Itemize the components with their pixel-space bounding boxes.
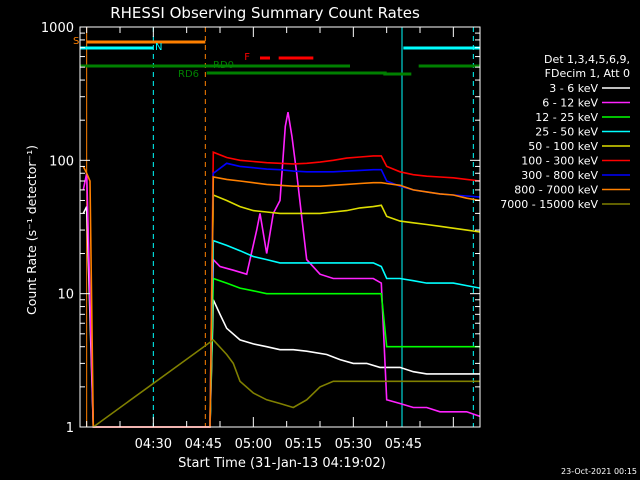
legend-label: 300 - 800 keV bbox=[521, 169, 598, 182]
y-axis-ticks: 1 10 100 1000 bbox=[41, 21, 480, 436]
flag-label-f: F bbox=[244, 52, 250, 63]
flag-label-rd0: RD0 bbox=[213, 60, 234, 71]
legend-header-line-1: Det 1,3,4,5,6,9, bbox=[544, 53, 630, 66]
y-axis-label: Count Rate (s⁻¹ detector⁻¹) bbox=[24, 145, 39, 315]
legend-header-line-2: FDecim 1, Att 0 bbox=[545, 67, 630, 80]
series-line-25-50-kev bbox=[209, 239, 481, 428]
chart-title: RHESSI Observing Summary Count Rates bbox=[110, 4, 420, 22]
series-line-800-7000-kev bbox=[82, 166, 481, 428]
series-line-50-100-kev bbox=[209, 193, 481, 428]
legend-label: 800 - 7000 keV bbox=[514, 184, 598, 197]
x-axis-label: Start Time (31-Jan-13 04:19:02) bbox=[178, 456, 386, 471]
x-tick-label: 05:00 bbox=[235, 437, 272, 452]
legend-label: 100 - 300 keV bbox=[521, 155, 598, 168]
status-flags: S N F RD0 RD6 bbox=[73, 36, 480, 80]
time-markers bbox=[86, 27, 474, 427]
legend-label: 7000 - 15000 keV bbox=[500, 198, 598, 211]
y-tick-label: 100 bbox=[49, 154, 74, 169]
x-axis-ticks: 04:30 04:45 05:00 05:15 05:30 05:45 bbox=[86, 27, 454, 452]
legend-label: 25 - 50 keV bbox=[535, 126, 598, 139]
series-line-12-25-kev bbox=[209, 277, 480, 428]
flag-label-rd6: RD6 bbox=[178, 69, 199, 80]
timestamp: 23-Oct-2021 00:15 bbox=[561, 467, 637, 476]
legend-label: 6 - 12 keV bbox=[542, 97, 598, 110]
legend-label: 3 - 6 keV bbox=[549, 82, 598, 95]
series-line-6-12-kev bbox=[82, 111, 481, 428]
y-tick-label: 1000 bbox=[41, 21, 74, 36]
legend-label: 12 - 25 keV bbox=[535, 111, 598, 124]
y-tick-label: 10 bbox=[57, 288, 74, 303]
flag-label-n: N bbox=[155, 42, 162, 53]
x-tick-label: 05:15 bbox=[285, 437, 322, 452]
legend-label: 50 - 100 keV bbox=[528, 140, 598, 153]
x-tick-label: 05:30 bbox=[335, 437, 372, 452]
x-tick-label: 04:30 bbox=[135, 437, 172, 452]
series-line-7000-15000-kev bbox=[92, 338, 480, 428]
x-tick-label: 04:45 bbox=[185, 437, 222, 452]
x-tick-label: 05:45 bbox=[385, 437, 422, 452]
plot-frame bbox=[79, 26, 481, 428]
series-line-100-300-kev bbox=[209, 151, 481, 428]
y-tick-label: 1 bbox=[66, 421, 74, 436]
series-lines bbox=[82, 111, 481, 428]
flag-label-s: S bbox=[73, 36, 79, 47]
